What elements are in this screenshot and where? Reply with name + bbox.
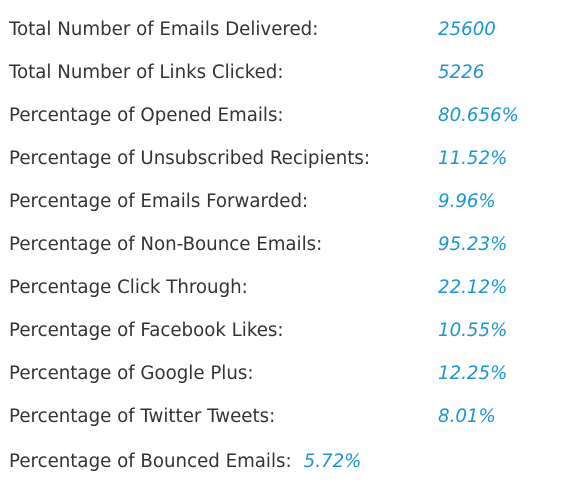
stat-label: Percentage of Google Plus: [9,363,254,384]
stat-label: Percentage of Non-Bounce Emails: [9,234,323,255]
stat-row-facebook-likes: Percentage of Facebook Likes: 10.55% [0,309,563,352]
stat-row-bounced-emails: Percentage of Bounced Emails: 5.72% [0,440,563,483]
stat-row-emails-forwarded: Percentage of Emails Forwarded: 9.96% [0,180,563,223]
stat-value: 5226 [438,62,485,83]
stat-row-opened-emails: Percentage of Opened Emails: 80.656% [0,94,563,137]
stat-label: Percentage of Facebook Likes: [9,320,284,341]
stat-row-emails-delivered: Total Number of Emails Delivered: 25600 [0,8,563,51]
stat-label: Percentage of Opened Emails: [9,105,284,126]
stat-row-unsubscribed-recipients: Percentage of Unsubscribed Recipients: 1… [0,137,563,180]
stat-value: 5.72% [303,451,362,472]
stat-value: 22.12% [438,277,508,298]
stat-row-click-through: Percentage Click Through: 22.12% [0,266,563,309]
stat-value: 10.55% [438,320,508,341]
stat-value: 12.25% [438,363,508,384]
stat-value: 80.656% [438,105,519,126]
stat-row-links-clicked: Total Number of Links Clicked: 5226 [0,51,563,94]
stat-value: 95.23% [438,234,508,255]
stat-label: Percentage of Unsubscribed Recipients: [9,148,370,169]
stat-label: Percentage of Emails Forwarded: [9,191,309,212]
stat-label: Percentage of Twitter Tweets: [9,406,276,427]
stat-label: Total Number of Links Clicked: [9,62,284,83]
stat-label: Total Number of Emails Delivered: [9,19,319,40]
stat-value: 11.52% [438,148,508,169]
stat-value: 8.01% [438,406,496,427]
stat-row-twitter-tweets: Percentage of Twitter Tweets: 8.01% [0,395,563,438]
stat-label: Percentage Click Through: [9,277,248,298]
stat-label: Percentage of Bounced Emails: [9,451,292,472]
stat-value: 25600 [438,19,496,40]
stat-row-non-bounce-emails: Percentage of Non-Bounce Emails: 95.23% [0,223,563,266]
stat-row-google-plus: Percentage of Google Plus: 12.25% [0,352,563,395]
stat-value: 9.96% [438,191,496,212]
